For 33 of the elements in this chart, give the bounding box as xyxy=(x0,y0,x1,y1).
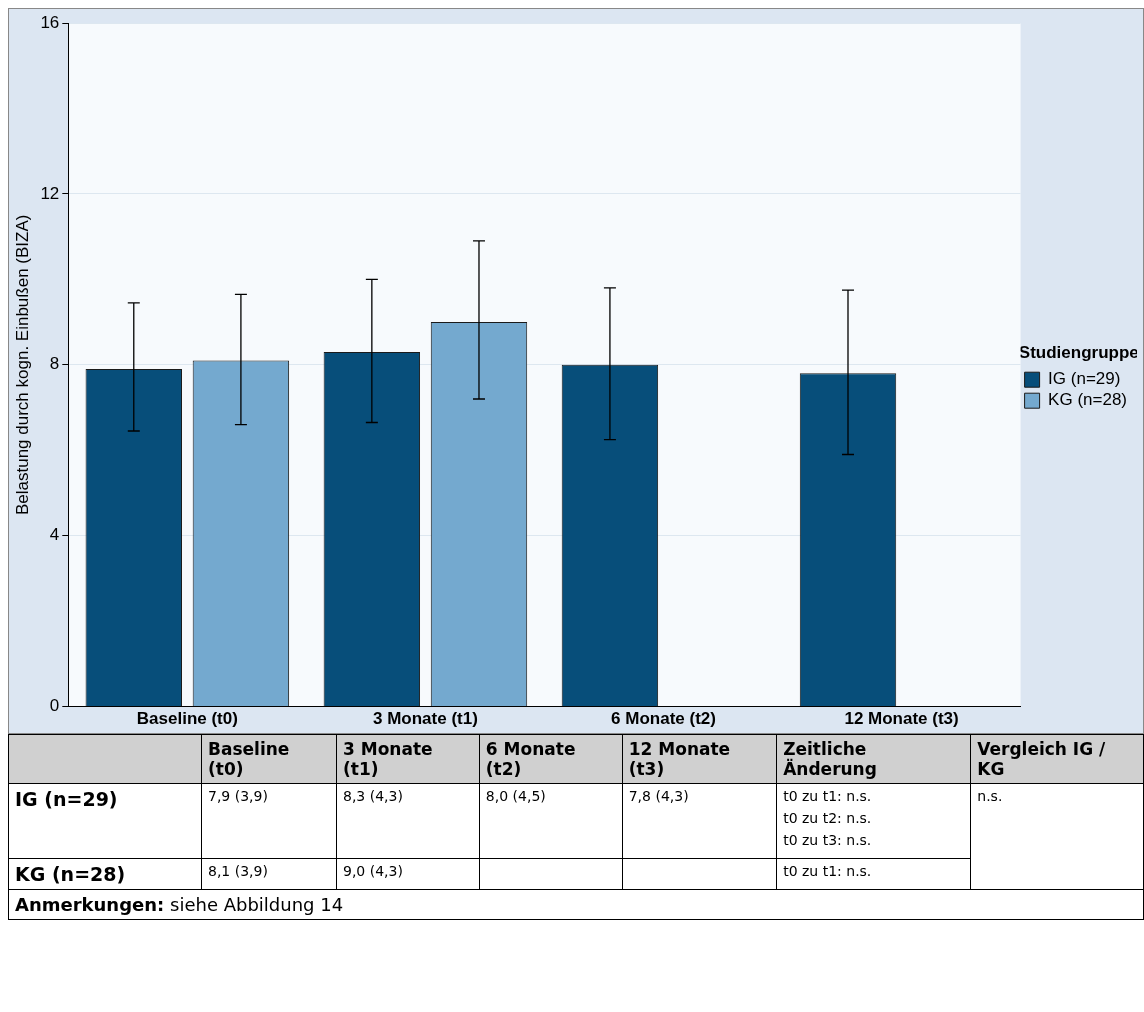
category-label: 6 Monate (t2) xyxy=(485,739,576,779)
legend-label: KG (n=28) xyxy=(1048,390,1128,410)
x-tick-label: Baseline (t0) xyxy=(136,709,238,729)
category-label: Baseline (t0) xyxy=(208,739,290,779)
text: 8,1 (3,9) xyxy=(201,858,337,890)
text: t0 zu t2: n.s. xyxy=(783,810,873,826)
category-label: 3 Monate (t1) xyxy=(342,739,433,779)
text: t0 zu t1: n.s. xyxy=(783,788,873,804)
text: n.s. xyxy=(970,783,1144,890)
text: siehe Abbildung 14 xyxy=(170,894,344,915)
y-tick-label: 0 xyxy=(49,696,60,716)
x-tick-label: 3 Monate (t1) xyxy=(373,709,478,729)
y-tick-label: 4 xyxy=(49,525,60,545)
text: 8,3 (4,3) xyxy=(336,783,480,859)
x-tick-label: 12 Monate (t3) xyxy=(844,709,959,729)
x-tick-label: 6 Monate (t2) xyxy=(611,709,716,729)
text: 7,9 (3,9) xyxy=(201,783,337,859)
y-tick-label: 16 xyxy=(40,12,60,32)
text: IG (n=29) xyxy=(15,788,118,810)
y-tick-label: 12 xyxy=(40,183,60,203)
legend-label: IG (n=29) xyxy=(1048,369,1121,389)
text: t0 zu t1: n.s. xyxy=(783,863,873,879)
text: Vergleich IG / KG xyxy=(970,734,1144,784)
y-tick-label: 8 xyxy=(49,354,60,374)
text: t0 zu t3: n.s. xyxy=(783,832,873,848)
text: KG (n=28) xyxy=(15,863,126,885)
text: Anmerkungen: xyxy=(15,894,165,915)
text: 8,0 (4,5) xyxy=(479,783,623,859)
text: 9,0 (4,3) xyxy=(336,858,480,890)
text: Zeitliche Änderung xyxy=(776,734,971,784)
text: 7,8 (4,3) xyxy=(622,783,777,859)
category-label: 12 Monate (t3) xyxy=(628,739,731,779)
y-axis-title: Belastung durch kogn. Einbußen (BIZA) xyxy=(12,214,32,516)
